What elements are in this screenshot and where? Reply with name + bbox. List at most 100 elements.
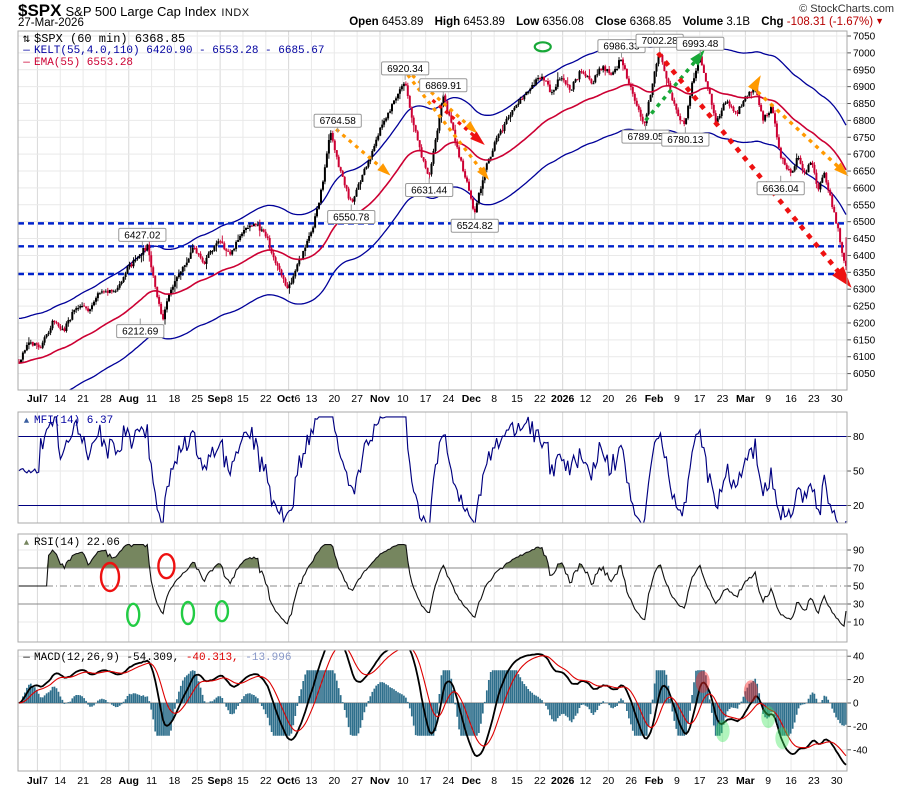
- svg-text:50: 50: [853, 582, 865, 593]
- svg-text:9: 9: [765, 393, 771, 405]
- svg-text:23: 23: [808, 393, 820, 405]
- svg-text:6550.78: 6550.78: [333, 212, 370, 223]
- svg-text:6500: 6500: [853, 217, 876, 228]
- svg-text:20: 20: [603, 393, 615, 405]
- svg-text:15: 15: [237, 393, 249, 405]
- price-down-icon: ▼: [875, 16, 884, 26]
- svg-text:Dec: Dec: [462, 393, 481, 405]
- svg-text:6631.44: 6631.44: [411, 185, 448, 196]
- svg-text:28: 28: [100, 775, 112, 787]
- macd-legend-text: MACD(12,26,9) -54.309,: [34, 652, 180, 664]
- svg-text:6920.34: 6920.34: [387, 64, 424, 75]
- quote-close: Close 6368.85: [595, 16, 672, 28]
- quote-volume: Volume 3.1B: [682, 16, 751, 28]
- macd-panel: [18, 650, 847, 766]
- svg-text:30: 30: [831, 775, 843, 787]
- mfi-indicator-icon: ▲: [23, 416, 30, 426]
- mfi-legend: ▲ MFI(14) 6.37: [20, 415, 113, 427]
- svg-text:20: 20: [328, 775, 340, 787]
- svg-text:6800: 6800: [853, 116, 876, 127]
- mfi-line: [18, 416, 847, 523]
- svg-text:6100: 6100: [853, 352, 876, 363]
- svg-text:6850: 6850: [853, 99, 876, 110]
- price-callouts: 6427.02 6212.69 6550.78 6764.58 6920.346869.…: [116, 33, 805, 339]
- svg-text:Dec: Dec: [462, 775, 481, 787]
- quote-change: Chg -108.31 (-1.67%) ▼: [761, 16, 884, 28]
- svg-text:6400: 6400: [853, 251, 876, 262]
- svg-text:8: 8: [491, 775, 497, 787]
- svg-text:15: 15: [237, 775, 249, 787]
- svg-text:6212.69: 6212.69: [122, 327, 159, 338]
- svg-text:15: 15: [511, 775, 523, 787]
- svg-text:70: 70: [853, 564, 865, 575]
- svg-text:14: 14: [54, 393, 66, 405]
- svg-text:8: 8: [491, 393, 497, 405]
- svg-text:10: 10: [397, 393, 409, 405]
- svg-text:27: 27: [351, 775, 363, 787]
- quote-low: Low 6356.08: [516, 16, 584, 28]
- svg-text:10: 10: [853, 618, 865, 629]
- svg-text:12: 12: [580, 393, 592, 405]
- rsi-line: [19, 543, 847, 628]
- svg-text:9: 9: [765, 775, 771, 787]
- quote-open: Open 6453.89: [349, 16, 424, 28]
- svg-text:90: 90: [853, 546, 865, 557]
- support-lines: [18, 222, 847, 276]
- svg-text:9: 9: [674, 775, 680, 787]
- svg-text:-40: -40: [853, 745, 868, 756]
- svg-text:Aug: Aug: [119, 775, 139, 787]
- svg-text:80: 80: [853, 432, 865, 443]
- svg-text:6993.48: 6993.48: [682, 39, 719, 50]
- index-name: S&P 500 Large Cap Index: [65, 4, 217, 19]
- svg-text:Jul7: Jul7: [27, 393, 48, 405]
- svg-text:11: 11: [146, 775, 157, 787]
- svg-text:11: 11: [146, 393, 157, 405]
- svg-text:22: 22: [534, 775, 546, 787]
- macd-line-icon: —: [23, 652, 30, 664]
- svg-text:Feb: Feb: [645, 775, 664, 787]
- svg-text:6700: 6700: [853, 150, 876, 161]
- svg-text:0: 0: [853, 699, 859, 710]
- svg-text:18: 18: [169, 775, 181, 787]
- svg-text:6524.82: 6524.82: [457, 221, 494, 232]
- svg-text:7050: 7050: [853, 32, 876, 43]
- macd-legend: — MACD(12,26,9) -54.309, -40.313, -13.996: [20, 652, 291, 664]
- symbol: $SPX: [18, 1, 62, 20]
- svg-text:Nov: Nov: [370, 775, 390, 787]
- svg-text:6300: 6300: [853, 285, 876, 296]
- svg-text:7002.28: 7002.28: [642, 36, 679, 47]
- macd-signal-line: [18, 650, 847, 757]
- ema-line-icon: —: [23, 57, 30, 69]
- svg-text:26: 26: [625, 393, 637, 405]
- mfi-legend-text: MFI(14) 6.37: [34, 415, 114, 427]
- panel-borders: [17, 30, 848, 772]
- keltner-line-icon: —: [23, 45, 30, 57]
- price-plot-icon: ⇅: [22, 32, 31, 46]
- svg-text:6780.13: 6780.13: [667, 135, 704, 146]
- svg-text:20: 20: [853, 675, 865, 686]
- chart-date: 27-Mar-2026: [18, 17, 84, 29]
- macd-annotations: [695, 670, 790, 750]
- quote-high: High 6453.89: [434, 16, 505, 28]
- svg-text:Mar: Mar: [736, 775, 755, 787]
- price-legend-text: $SPX (60 min) 6368.85: [34, 32, 186, 46]
- svg-text:23: 23: [808, 775, 820, 787]
- macd-line: [18, 650, 847, 766]
- svg-text:Feb: Feb: [645, 393, 664, 405]
- mfi-panel: [18, 416, 847, 523]
- svg-text:22: 22: [260, 393, 272, 405]
- svg-text:Sep8: Sep8: [208, 393, 233, 405]
- y-axis-labels: 7050700069506900685068006750670066506600…: [847, 32, 876, 756]
- svg-text:17: 17: [420, 393, 432, 405]
- svg-text:Sep8: Sep8: [208, 775, 233, 787]
- svg-text:17: 17: [420, 775, 432, 787]
- x-axis-labels-middle: Jul7 14 21 28 Aug 11 18 25 Sep8 15 22 Oct6 13 20 27 Nov…: [27, 393, 843, 405]
- svg-text:23: 23: [717, 775, 729, 787]
- svg-text:6350: 6350: [853, 268, 876, 279]
- svg-text:6900: 6900: [853, 82, 876, 93]
- svg-text:20: 20: [853, 501, 865, 512]
- svg-text:6789.05: 6789.05: [627, 132, 664, 143]
- svg-text:2026: 2026: [551, 775, 575, 787]
- exchange-tag: INDX: [221, 7, 250, 19]
- svg-text:6750: 6750: [853, 133, 876, 144]
